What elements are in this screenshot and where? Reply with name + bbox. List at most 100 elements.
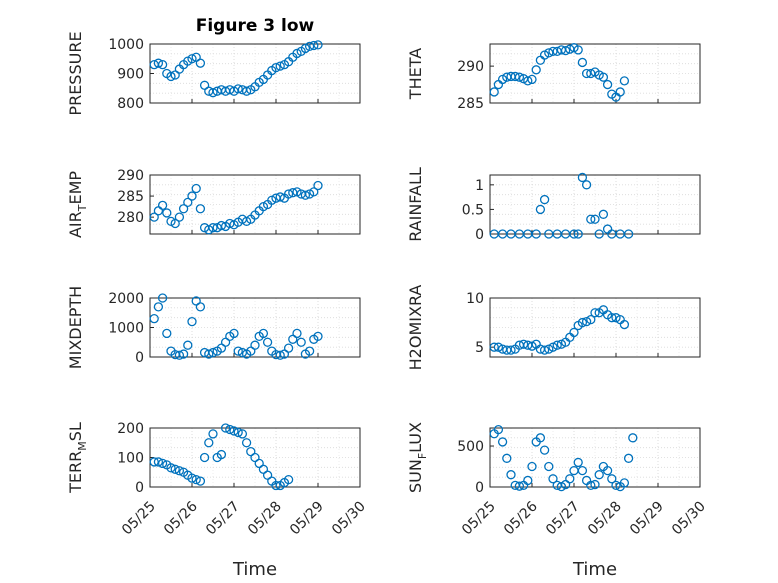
data-point: [241, 86, 252, 96]
data-point: [489, 87, 499, 97]
data-point: [233, 84, 243, 94]
x-axis-label: Time: [232, 559, 277, 580]
y-axis-label: THETA: [406, 48, 425, 100]
data-point: [611, 480, 621, 491]
y-tick-label: 500: [457, 439, 484, 455]
figure-title: Figure 3 low: [196, 16, 315, 36]
subplot-mixdepth: 0 1000 2000 MIXDEPTH: [66, 286, 361, 369]
x-tick-label: 05/28: [245, 499, 285, 539]
x-tick-label: 05/27: [543, 499, 583, 539]
data-point: [157, 458, 168, 469]
y-axis-label: TERRMSL: [66, 422, 89, 494]
data-point: [594, 229, 604, 239]
data-point: [309, 40, 319, 51]
data-point: [309, 187, 319, 197]
data-point: [195, 302, 206, 312]
data-point: [162, 328, 172, 339]
y-axis-label-subscript: F: [416, 453, 429, 459]
data-point: [493, 424, 504, 435]
data-point: [216, 220, 227, 231]
y-tick-label: 0: [475, 227, 484, 243]
data-point: [204, 349, 214, 359]
data-point: [191, 474, 201, 485]
data-point: [598, 209, 609, 219]
data-point: [569, 229, 579, 239]
y-tick-label: 2000: [108, 291, 144, 307]
y-tick-label: 200: [117, 421, 144, 437]
data-point: [506, 470, 516, 480]
data-point: [573, 229, 583, 239]
data-point: [225, 424, 235, 435]
x-tick-label: 05/26: [161, 498, 201, 538]
data-point: [623, 453, 634, 463]
data-point: [237, 429, 248, 439]
data-point: [153, 58, 164, 68]
data-point: [149, 212, 159, 222]
data-point: [157, 293, 168, 303]
data-point: [518, 339, 529, 349]
y-axis-label-main: AIR: [66, 211, 85, 238]
data-point: [611, 313, 621, 323]
data-point: [153, 302, 164, 312]
data-point: [153, 457, 164, 467]
data-point: [233, 427, 243, 438]
data-point: [271, 62, 281, 73]
data-point: [241, 438, 252, 448]
data-point: [187, 191, 197, 201]
data-point: [573, 457, 583, 468]
data-point: [590, 308, 600, 318]
y-axis-label-main: PRESSURE: [66, 31, 85, 115]
data-point: [489, 342, 499, 352]
y-axis-label: RAINFALL: [406, 167, 425, 242]
data-point: [602, 79, 613, 90]
data-point: [573, 45, 583, 55]
data-point: [544, 344, 554, 354]
data-point: [292, 328, 302, 339]
data-point: [527, 341, 537, 351]
data-point: [283, 474, 294, 485]
data-point: [502, 453, 512, 463]
y-tick-label: 5: [475, 340, 484, 356]
data-point: [565, 474, 575, 484]
data-point: [208, 223, 218, 233]
y-axis-label-main: SUN: [406, 459, 425, 493]
y-axis-label: SUNFLUX: [406, 422, 429, 493]
data-point: [262, 337, 273, 347]
y-tick-label: 285: [457, 96, 484, 112]
data-point: [527, 74, 537, 85]
data-point: [170, 218, 180, 229]
data-point: [531, 229, 541, 239]
axes-box: [149, 174, 361, 235]
data-point: [577, 465, 588, 476]
data-point: [216, 449, 227, 460]
data-point: [514, 481, 525, 491]
data-point: [199, 452, 210, 463]
data-point: [191, 183, 201, 194]
data-point: [594, 470, 604, 480]
data-point: [560, 45, 571, 56]
data-point: [506, 345, 516, 355]
data-point: [250, 340, 260, 350]
data-point: [607, 313, 617, 323]
data-point: [590, 479, 600, 490]
data-point: [162, 208, 172, 218]
data-point: [258, 328, 269, 339]
data-point: [195, 476, 206, 486]
y-axis-label-tail: LUX: [406, 422, 425, 453]
data-point: [623, 229, 634, 239]
data-point: [183, 340, 193, 350]
data-point: [544, 461, 554, 472]
x-tick-label: 05/30: [669, 499, 709, 539]
data-point: [208, 88, 218, 98]
x-tick-label: 05/28: [585, 499, 625, 539]
data-point: [208, 429, 218, 439]
y-tick-label: 900: [117, 67, 144, 83]
data-point: [535, 433, 546, 443]
data-point: [523, 475, 533, 486]
y-tick-label: 0: [135, 350, 144, 366]
data-point: [523, 76, 533, 86]
data-point: [619, 319, 630, 330]
data-point: [581, 180, 592, 190]
